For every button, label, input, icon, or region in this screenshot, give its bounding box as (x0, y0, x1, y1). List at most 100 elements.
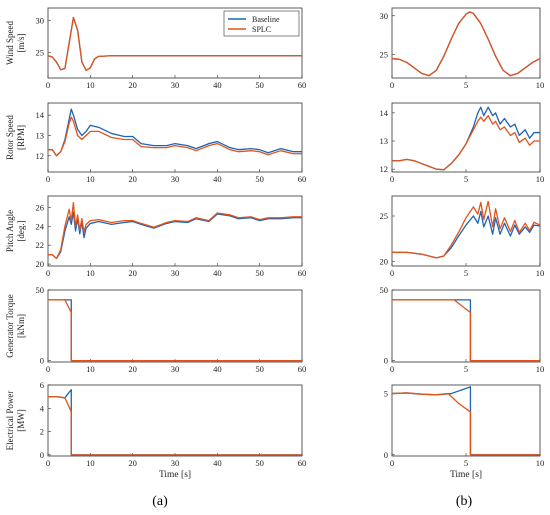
y-tick-label: 0 (384, 356, 388, 366)
x-tick-label: 10 (536, 458, 545, 468)
y-tick-label: 0 (40, 356, 44, 366)
panel-ep_b: 0 5 10 0 5 Time [s] (384, 384, 545, 480)
x-tick-label: 30 (171, 268, 180, 278)
plot-frame (391, 102, 541, 173)
series-line-splc (47, 16, 302, 72)
x-tick-label: 40 (213, 268, 222, 278)
y-tick-label: 0 (40, 450, 44, 460)
x-tick-label: 20 (128, 458, 137, 468)
x-tick-label: 5 (464, 80, 468, 90)
x-tick-label: 5 (464, 174, 468, 184)
y-axis-label: [RPM] (16, 125, 26, 150)
y-axis-label: Electrical Power (5, 391, 15, 451)
x-tick-label: 20 (128, 174, 137, 184)
y-tick-label: 13 (36, 130, 45, 140)
y-tick-label: 30 (36, 16, 45, 26)
panel-rs_b: 0 5 10 12 13 14 (380, 102, 544, 184)
x-tick-label: 50 (255, 458, 264, 468)
legend-label-splc: SPLC (252, 25, 271, 34)
x-tick-label: 10 (86, 80, 95, 90)
y-tick-label: 13 (380, 136, 389, 146)
x-tick-label: 50 (255, 80, 264, 90)
x-axis-label: Time [s] (159, 470, 191, 480)
caption-b: (b) (456, 494, 473, 509)
y-axis-label: Pitch Angle (5, 210, 15, 252)
x-tick-label: 10 (536, 268, 545, 278)
x-tick-label: 50 (255, 174, 264, 184)
x-tick-label: 40 (213, 174, 222, 184)
y-tick-label: 22 (36, 240, 45, 250)
y-tick-label: 25 (36, 48, 45, 58)
x-tick-label: 40 (213, 364, 222, 374)
y-tick-label: 4 (40, 403, 45, 413)
x-tick-label: 20 (128, 364, 137, 374)
x-tick-label: 10 (536, 80, 545, 90)
y-axis-label: Generator Torque (5, 294, 15, 357)
x-tick-label: 60 (298, 268, 307, 278)
x-tick-label: 0 (46, 458, 50, 468)
y-tick-label: 26 (36, 202, 45, 212)
x-tick-label: 5 (464, 268, 468, 278)
y-tick-label: 20 (380, 256, 389, 266)
panel-ep_a: 0 10 20 30 40 50 60 0 2 4 6 Electrical Power [MW] Tim… (5, 380, 306, 480)
legend-box (223, 10, 300, 37)
x-tick-label: 40 (213, 80, 222, 90)
y-tick-label: 5 (384, 389, 388, 399)
panel-gt_b: 0 5 10 0 50 (380, 285, 545, 374)
series-line-splc (392, 299, 540, 362)
series-line-baseline (48, 108, 302, 157)
y-tick-label: 50 (36, 285, 45, 295)
x-tick-label: 50 (255, 364, 264, 374)
series-line-splc (392, 200, 541, 259)
y-tick-label: 50 (380, 285, 389, 295)
y-axis-label: Rotor Speed (5, 115, 15, 160)
x-tick-label: 0 (46, 364, 50, 374)
y-tick-label: 24 (36, 221, 45, 231)
series-line-splc (392, 115, 540, 171)
x-tick-label: 0 (46, 174, 50, 184)
caption-a: (a) (152, 494, 168, 509)
y-tick-label: 30 (380, 11, 389, 21)
x-tick-label: 30 (171, 364, 180, 374)
y-axis-label: [deg.] (16, 220, 26, 241)
x-tick-label: 0 (390, 80, 394, 90)
y-tick-label: 14 (380, 108, 389, 118)
plot-frame (47, 289, 303, 363)
x-tick-label: 0 (46, 268, 50, 278)
panel-ws_b: 0 5 10 25 30 (380, 7, 545, 90)
x-tick-label: 50 (255, 268, 264, 278)
series-line-splc (391, 392, 540, 456)
x-tick-label: 20 (128, 80, 137, 90)
y-tick-label: 14 (36, 110, 45, 120)
x-tick-label: 10 (536, 364, 545, 374)
y-tick-label: 25 (380, 211, 389, 221)
panel-gt_a: 0 10 20 30 40 50 60 0 50 Generator Torque [kNm] (5, 285, 306, 374)
x-tick-label: 10 (86, 364, 95, 374)
series-line-splc (48, 395, 302, 456)
plot-frame (391, 7, 541, 79)
x-tick-label: 30 (171, 174, 180, 184)
y-tick-label: 12 (380, 164, 389, 174)
x-tick-label: 30 (171, 458, 180, 468)
x-tick-label: 30 (171, 80, 180, 90)
series-line-splc (391, 11, 541, 77)
x-tick-label: 0 (390, 458, 394, 468)
x-tick-label: 10 (86, 174, 95, 184)
plot-frame (391, 384, 541, 457)
x-tick-label: 0 (390, 364, 394, 374)
x-tick-label: 60 (298, 364, 307, 374)
x-tick-label: 5 (464, 364, 468, 374)
y-tick-label: 25 (380, 50, 389, 60)
x-tick-label: 60 (298, 458, 307, 468)
series-line-splc (48, 116, 302, 157)
x-tick-label: 10 (86, 458, 95, 468)
panel-rs_a: 0 10 20 30 40 50 60 12 13 14 Rotor Speed [RPM] (5, 102, 306, 184)
x-tick-label: 60 (298, 80, 307, 90)
plot-frame (391, 289, 541, 363)
y-tick-label: 2 (40, 427, 44, 437)
y-axis-label: [m/s] (16, 33, 26, 52)
x-tick-label: 0 (46, 80, 50, 90)
y-axis-label: [kNm] (16, 314, 26, 338)
y-axis-label: [MW] (16, 409, 26, 432)
